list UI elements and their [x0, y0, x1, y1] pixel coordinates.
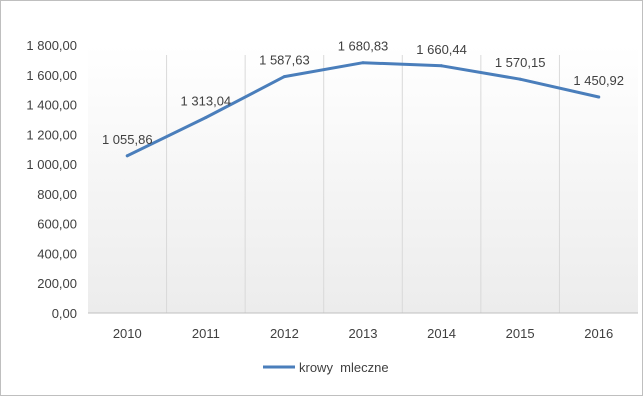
y-tick-label: 1 400,00 — [26, 98, 77, 113]
y-tick-label: 200,00 — [37, 276, 77, 291]
y-tick-label: 1 200,00 — [26, 127, 77, 142]
x-tick-label: 2015 — [506, 326, 535, 341]
x-tick-label: 2012 — [270, 326, 299, 341]
series-layer — [125, 61, 601, 158]
data-label-2011: 1 313,04 — [181, 94, 232, 109]
data-point-2011 — [204, 116, 208, 120]
y-tick-label: 1 000,00 — [26, 157, 77, 172]
data-label-2013: 1 680,83 — [338, 39, 389, 54]
legend: krowy mleczne — [263, 360, 389, 375]
plot-area — [88, 45, 638, 313]
y-tick-label: 1 600,00 — [26, 68, 77, 83]
data-label-2015: 1 570,15 — [495, 55, 546, 70]
x-tick-label: 2016 — [584, 326, 613, 341]
data-label-2016: 1 450,92 — [573, 73, 624, 88]
x-axis: 2010 2011 2012 2013 2014 2015 2016 — [88, 312, 638, 341]
y-tick-label: 400,00 — [37, 246, 77, 261]
y-tick-label: 1 800,00 — [26, 38, 77, 53]
y-tick-label: 0,00 — [52, 306, 77, 321]
data-label-2014: 1 660,44 — [416, 42, 467, 57]
data-point-2015 — [518, 77, 522, 81]
data-point-2014 — [440, 64, 444, 68]
data-point-2013 — [361, 61, 365, 65]
data-label-2010: 1 055,86 — [102, 132, 153, 147]
y-tick-label: 600,00 — [37, 217, 77, 232]
data-point-2012 — [282, 75, 286, 79]
data-point-2016 — [597, 95, 601, 99]
x-tick-label: 2014 — [427, 326, 456, 341]
y-axis: 0,00 200,00 400,00 600,00 800,00 1 000,00 1 20… — [26, 38, 77, 321]
x-tick-label: 2011 — [192, 326, 220, 341]
y-tick-label: 800,00 — [37, 187, 77, 202]
data-labels: 1 055,86 1 313,04 1 587,63 1 680,83 1 660,44… — [102, 39, 624, 147]
data-point-2010 — [125, 154, 129, 158]
data-label-2012: 1 587,63 — [259, 53, 310, 68]
legend-label: krowy mleczne — [299, 360, 389, 375]
x-tick-label: 2010 — [113, 326, 142, 341]
x-tick-label: 2013 — [349, 326, 378, 341]
